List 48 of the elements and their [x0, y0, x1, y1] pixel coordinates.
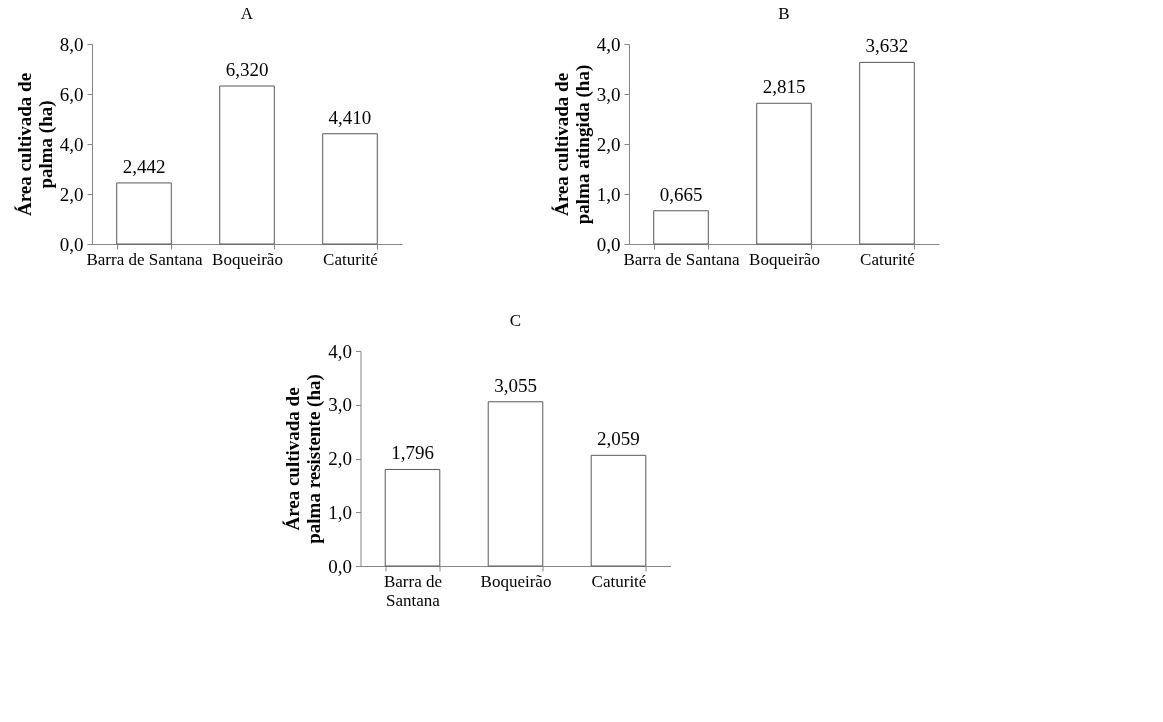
data-label: 2,815 [762, 76, 806, 98]
y-tick-label: 0,0 [328, 555, 352, 577]
chart-title: A [240, 4, 254, 23]
bar [487, 401, 544, 567]
data-label: 3,632 [865, 35, 909, 57]
y-tick-label: 4,0 [596, 33, 621, 55]
bar [653, 210, 709, 245]
bar [116, 182, 172, 245]
x-tick-label: Barra de Santana [383, 571, 443, 610]
x-tick-label: Boqueirão [480, 571, 552, 591]
bar [756, 102, 812, 245]
y-tick-label: 2,0 [328, 448, 352, 469]
x-tick-label: Boqueirão [749, 249, 820, 269]
data-label: 1,796 [391, 442, 434, 464]
y-tick-label: 2,0 [596, 133, 621, 155]
y-tick-label: 1,0 [596, 183, 621, 205]
x-tick-label: Barra de Santana [623, 249, 741, 269]
y-tick-label: 3,0 [596, 83, 621, 105]
chart-title: B [778, 4, 790, 23]
bar [322, 133, 378, 245]
data-label: 6,320 [225, 59, 269, 80]
y-tick-label: 4,0 [328, 340, 352, 362]
x-tick-label: Caturité [591, 571, 647, 591]
bar [384, 468, 441, 567]
bar [590, 454, 647, 567]
data-label: 3,055 [494, 374, 537, 396]
y-tick-label: 0,0 [59, 233, 84, 255]
y-tick-label: 6,0 [59, 83, 84, 105]
x-tick-label: Barra de Santana [86, 249, 204, 269]
x-tick-label: Caturité [323, 249, 378, 269]
x-tick-label: Boqueirão [212, 249, 283, 269]
y-tick-label: 8,0 [59, 33, 84, 55]
y-tick-label: 3,0 [328, 394, 352, 416]
bar [859, 61, 915, 245]
y-tick-label: 0,0 [596, 233, 621, 255]
data-label: 4,410 [328, 106, 372, 128]
y-axis-title: Área cultivada de palma resistente (ha) [282, 374, 326, 544]
y-tick-label: 1,0 [328, 501, 352, 523]
chart-title: C [509, 311, 522, 330]
y-tick-label: 2,0 [59, 183, 84, 205]
bar [219, 85, 275, 245]
y-axis-title: Área cultivada de palma (ha) [13, 72, 57, 217]
y-axis-title: Área cultivada de palma atingida (ha) [550, 64, 594, 225]
x-tick-label: Caturité [860, 249, 915, 269]
data-label: 2,059 [597, 428, 640, 450]
y-tick-label: 4,0 [59, 133, 84, 155]
data-label: 0,665 [659, 183, 703, 205]
data-label: 2,442 [122, 155, 166, 177]
